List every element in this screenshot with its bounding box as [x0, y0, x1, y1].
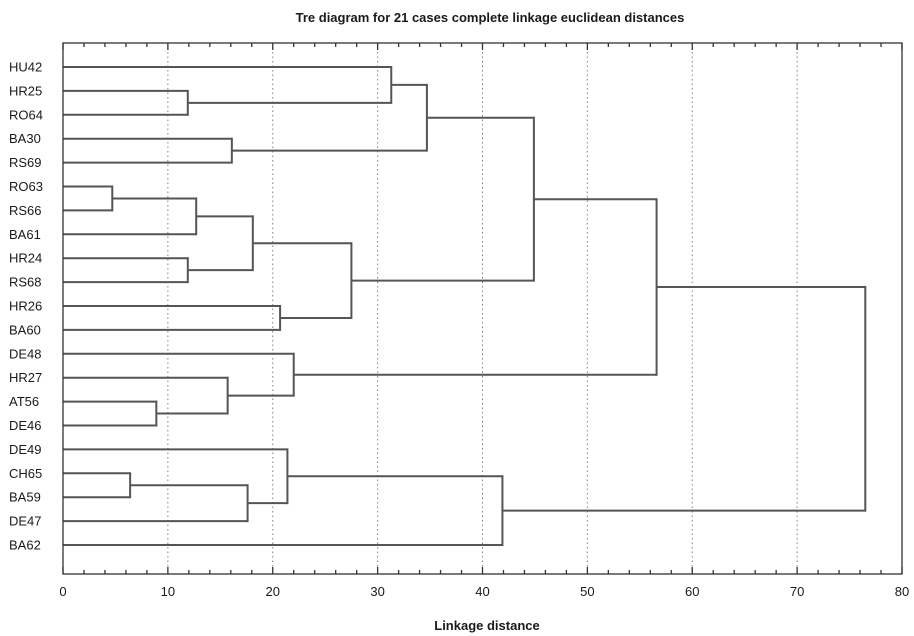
leaf-label: RS66 [9, 203, 42, 218]
plot-frame [62, 42, 903, 575]
x-tick-label: 20 [266, 584, 280, 599]
x-tick-label: 80 [895, 584, 909, 599]
leaf-label: BA30 [9, 131, 41, 146]
chart-title: Tre diagram for 21 cases complete linkag… [296, 10, 685, 25]
leaf-label: RO63 [9, 179, 43, 194]
x-tick-labels: 0 10 20 30 40 50 60 70 80 [59, 584, 909, 599]
leaf-label: BA59 [9, 490, 41, 505]
leaf-label: DE48 [9, 346, 42, 361]
leaf-label: DE46 [9, 418, 42, 433]
leaf-label: RO64 [9, 107, 43, 122]
x-tick-label: 0 [59, 584, 66, 599]
leaf-label: CH65 [9, 466, 42, 481]
grid-lines [167, 43, 798, 574]
x-tick-label: 50 [580, 584, 594, 599]
x-axis-label: Linkage distance [434, 618, 539, 633]
leaf-label: DE47 [9, 514, 42, 529]
x-tick-label: 40 [475, 584, 489, 599]
x-tick-label: 10 [161, 584, 175, 599]
leaf-label: HU42 [9, 60, 42, 75]
leaf-labels: HU42 HR25 RO64 BA30 RS69 RO63 RS66 BA61 HR24 RS68… [9, 60, 43, 553]
leaf-label: HR26 [9, 299, 42, 314]
leaf-label: HR27 [9, 370, 42, 385]
x-tick-label: 70 [790, 584, 804, 599]
leaf-label: BA61 [9, 227, 41, 242]
leaf-label: AT56 [9, 394, 39, 409]
leaf-label: BA62 [9, 538, 41, 553]
leaf-label: DE49 [9, 442, 42, 457]
leaf-label: BA60 [9, 322, 41, 337]
leaf-label: HR25 [9, 83, 42, 98]
leaf-label: RS69 [9, 155, 42, 170]
x-tick-label: 60 [685, 584, 699, 599]
dendrogram-links [63, 66, 867, 546]
x-tick-label: 30 [370, 584, 384, 599]
leaf-label: HR24 [9, 251, 42, 266]
leaf-label: RS68 [9, 275, 42, 290]
